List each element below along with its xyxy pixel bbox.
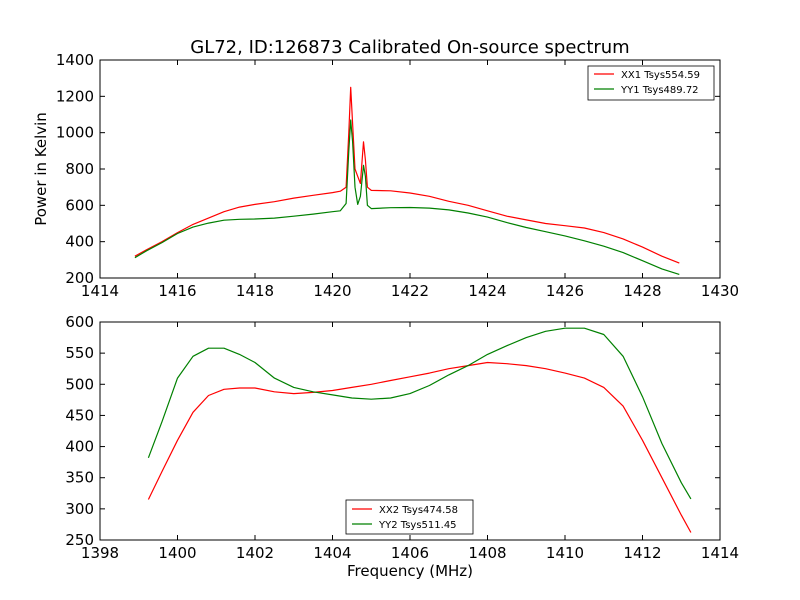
x-tick-label: 1404	[313, 544, 351, 562]
series-line-yy1	[134, 119, 680, 275]
x-tick-label: 1430	[701, 282, 739, 300]
x-tick-label: 1416	[158, 282, 196, 300]
x-tick-label: 1406	[391, 544, 429, 562]
y-tick-label: 200	[65, 269, 94, 287]
y-tick-label: 250	[65, 531, 94, 549]
y-tick-label: 450	[65, 406, 94, 424]
x-tick-label: 1420	[313, 282, 351, 300]
y-tick-label: 1400	[56, 51, 94, 69]
axis-ticks-top: 1414 1416 1418 1420 1422 1424 1426 1428 1430 200 4…	[56, 51, 739, 300]
x-tick-label: 1408	[468, 544, 506, 562]
series-line-xx1	[134, 86, 680, 264]
x-tick-label: 1400	[158, 544, 196, 562]
series-group-top	[134, 86, 680, 275]
y-tick-label: 400	[65, 438, 94, 456]
y-tick-label: 600	[65, 196, 94, 214]
y-tick-label: 1000	[56, 124, 94, 142]
y-axis-label: Power in Kelvin	[32, 112, 50, 226]
x-tick-label: 1402	[236, 544, 274, 562]
series-group-bottom	[147, 327, 692, 533]
legend-box	[345, 499, 474, 535]
x-tick-label: 1422	[391, 282, 429, 300]
y-tick-label: 550	[65, 344, 94, 362]
x-tick-label: 1414	[701, 544, 739, 562]
y-tick-label: 1200	[56, 87, 94, 105]
y-tick-label: 300	[65, 500, 94, 518]
y-tick-label: 400	[65, 233, 94, 251]
x-tick-label: 1410	[546, 544, 584, 562]
legend-label-yy1: YY1 Tsys489.72	[620, 85, 699, 96]
x-tick-label: 1414	[81, 282, 119, 300]
legend-label-yy2: YY2 Tsys511.45	[378, 520, 457, 531]
y-tick-label: 500	[65, 375, 94, 393]
legend-label-xx1: XX1 Tsys554.59	[621, 70, 700, 81]
y-tick-label: 350	[65, 469, 94, 487]
x-tick-label: 1424	[468, 282, 506, 300]
x-tick-label: 1428	[623, 282, 661, 300]
legend-label-xx2: XX2 Tsys474.58	[379, 505, 458, 516]
series-line-xx2	[147, 361, 692, 533]
bottom-spectrum-panel: 1398 1400 1402 1404 1406 1408 1410 1412 1414 250 3…	[65, 313, 739, 580]
top-spectrum-panel: GL72, ID:126873 Calibrated On-source spe…	[32, 37, 739, 300]
chart-title: GL72, ID:126873 Calibrated On-source spe…	[190, 37, 629, 58]
x-axis-label: Frequency (MHz)	[347, 562, 473, 580]
y-tick-label: 600	[65, 313, 94, 331]
x-tick-label: 1398	[81, 544, 119, 562]
plot-frame-bottom	[99, 321, 721, 541]
legend-bottom: XX2 Tsys474.58 YY2 Tsys511.45	[345, 499, 474, 535]
legend-top: XX1 Tsys554.59 YY1 Tsys489.72	[587, 65, 715, 101]
legend-box	[587, 65, 715, 101]
x-tick-label: 1426	[546, 282, 584, 300]
plot-frame-top	[99, 59, 721, 279]
y-tick-label: 800	[65, 160, 94, 178]
x-tick-label: 1412	[623, 544, 661, 562]
x-tick-label: 1418	[236, 282, 274, 300]
series-line-yy2	[147, 327, 692, 500]
axis-ticks-bottom: 1398 1400 1402 1404 1406 1408 1410 1412 1414 250 3…	[65, 313, 739, 562]
